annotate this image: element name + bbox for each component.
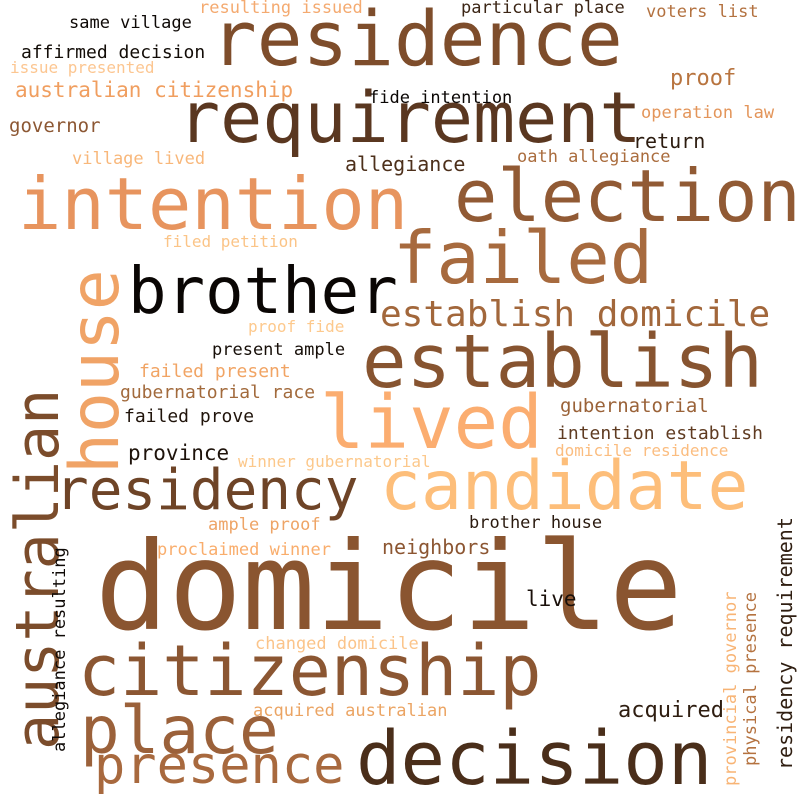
word-affirmed-decision: affirmed decision <box>21 42 206 63</box>
word-intention-establish: intention establish <box>557 423 763 444</box>
word-intention: intention <box>18 162 409 246</box>
word-lived: lived <box>320 380 543 466</box>
word-oath-allegiance: oath allegiance <box>517 147 671 167</box>
word-particular-place: particular place <box>461 0 625 18</box>
word-ample-proof: ample proof <box>208 515 321 535</box>
word-failed: failed <box>393 216 654 300</box>
word-candidate: candidate <box>380 447 749 526</box>
word-return: return <box>633 129 706 153</box>
word-governor: governor <box>9 115 101 137</box>
word-filed-petition: filed petition <box>163 232 298 251</box>
word-residency: residency <box>55 458 359 523</box>
word-same-village: same village <box>69 13 192 33</box>
word-residency-requirement: residency requirement <box>773 517 797 770</box>
word-failed-present: failed present <box>139 361 291 382</box>
word-operation-law: operation law <box>641 103 775 123</box>
word-physical-presence: physical presence <box>741 592 761 766</box>
word-village-lived: village lived <box>72 149 206 169</box>
word-winner-gubernatorial: winner gubernatorial <box>238 452 431 471</box>
word-acquired-australian: acquired australian <box>253 701 448 721</box>
word-proof: proof <box>670 66 737 91</box>
word-voters-list: voters list <box>646 2 759 22</box>
word-proof-fide: proof fide <box>248 317 345 336</box>
word-decision: decision <box>356 716 713 800</box>
word-present-ample: present ample <box>212 340 346 360</box>
word-proclaimed-winner: proclaimed winner <box>157 540 331 560</box>
word-citizenship: citizenship <box>78 630 542 712</box>
word-issue-presented: issue presented <box>10 58 155 77</box>
word-provincial-governor: provincial governor <box>721 591 741 786</box>
word-establish: establish <box>362 319 763 405</box>
word-failed-prove: failed prove <box>124 406 255 427</box>
word-fide-intention: fide intention <box>369 88 513 108</box>
word-place: place <box>80 692 279 769</box>
word-australian-citizenship: australian citizenship <box>15 78 294 102</box>
word-gubernatorial: gubernatorial <box>560 395 709 417</box>
word-allegiance-resulting: allegiance resulting <box>50 547 70 752</box>
word-live: live <box>526 587 577 611</box>
word-neighbors: neighbors <box>382 535 491 559</box>
word-province: province <box>128 441 230 465</box>
word-gubernatorial-race: gubernatorial race <box>120 382 316 403</box>
word-resulting-issued: resulting issued <box>199 0 363 18</box>
word-brother-house: brother house <box>469 513 603 533</box>
word-domicile: domicile <box>95 516 683 658</box>
word-election: election <box>454 154 800 238</box>
word-changed-domicile: changed domicile <box>255 634 419 654</box>
word-requirement: requirement <box>178 77 642 159</box>
word-residence: residence <box>211 0 623 83</box>
word-brother: brother <box>128 255 398 329</box>
word-acquired: acquired <box>618 698 724 723</box>
word-presence: presence <box>94 736 345 796</box>
word-establish-domicile: establish domicile <box>380 294 771 335</box>
word-domicile-residence: domicile residence <box>555 441 729 460</box>
word-allegiance: allegiance <box>345 152 466 176</box>
